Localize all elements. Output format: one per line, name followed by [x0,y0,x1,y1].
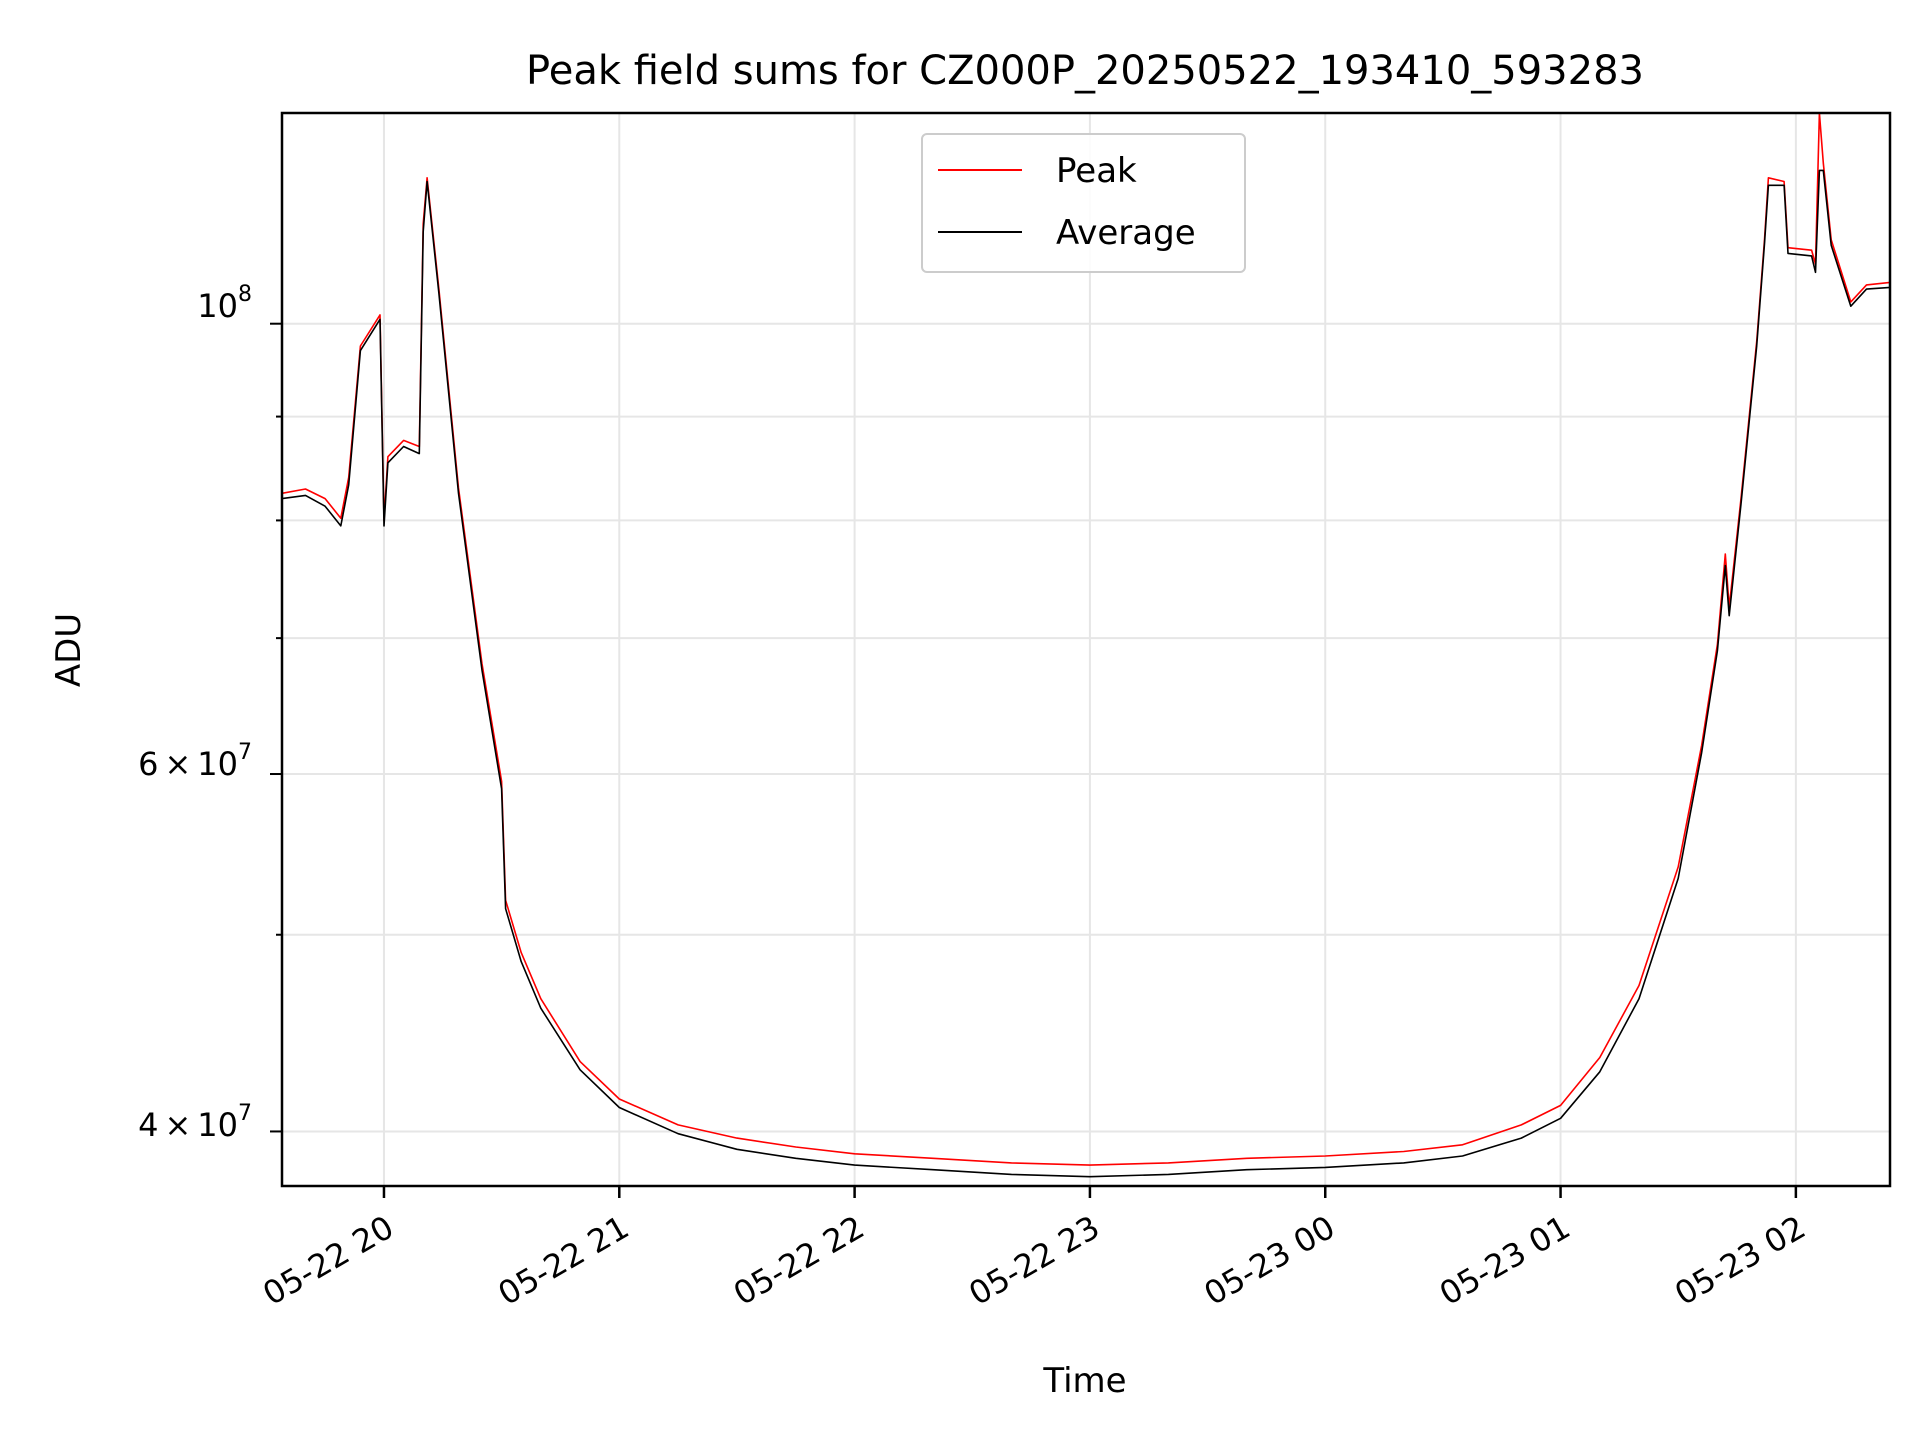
series-group [282,113,1890,1178]
legend-label-peak: Peak [1056,151,1137,191]
series-line-average [282,169,1890,1178]
legend-box [921,133,1246,273]
legend: Peak Average [921,133,1246,273]
series-line-peak [282,113,1890,1166]
chart-title: Peak field sums for CZ000P_20250522_1934… [526,48,1644,94]
y-tick-label-40m: 4 × 107 [138,1101,252,1144]
x-axis-label: Time [1042,1361,1126,1401]
y-axis-label: ADU [49,613,89,687]
legend-label-average: Average [1056,213,1196,253]
y-tick-label-60m: 6 × 107 [138,740,252,783]
y-axis-ticks [270,322,282,1133]
y-tick-label-major: 108 [197,282,252,325]
grid [282,113,1890,1186]
plot-frame [280,111,1892,1188]
